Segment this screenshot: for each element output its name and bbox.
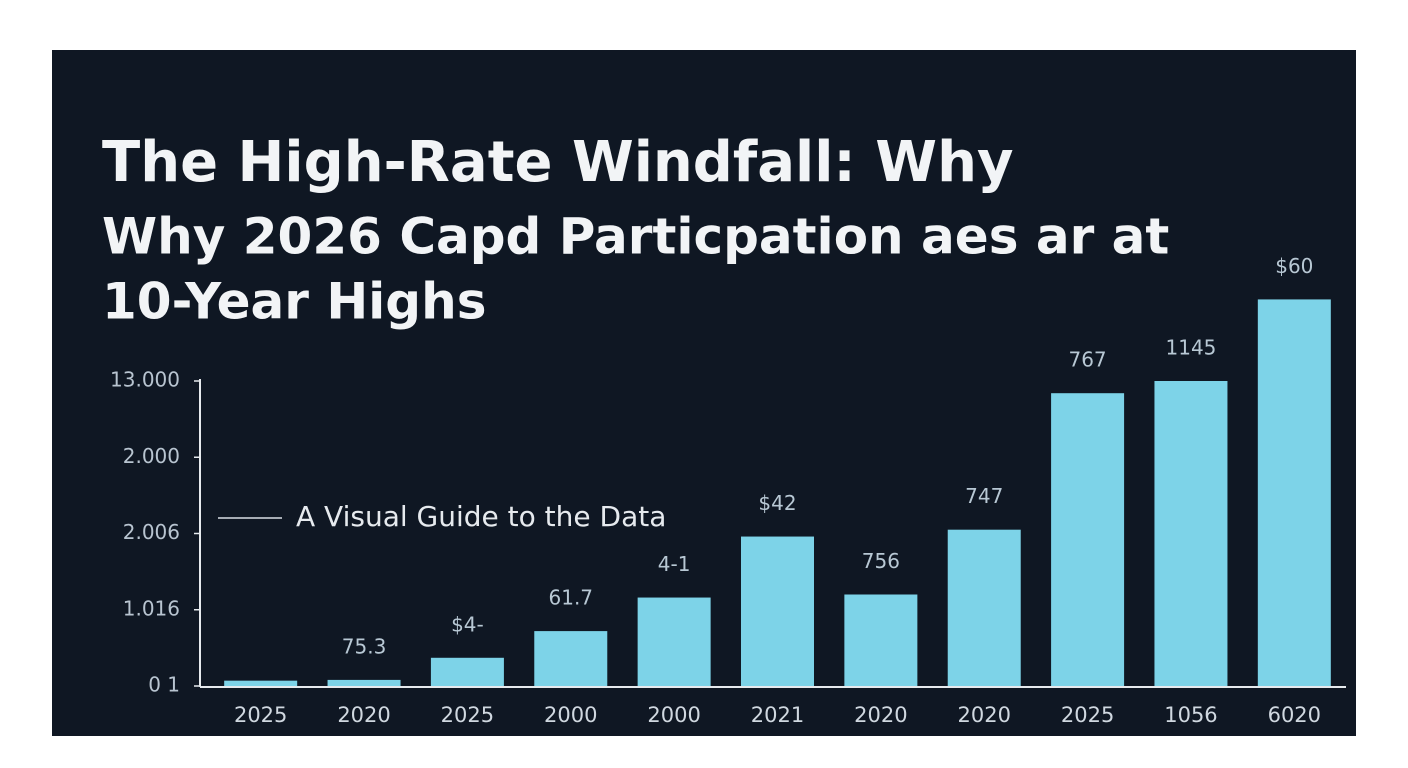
subtitle: A Visual Guide to the Data [296, 500, 666, 533]
bar-label: $4- [451, 612, 484, 636]
bar [637, 597, 711, 686]
bar-label: 1145 [1166, 336, 1217, 360]
x-tick-label: 2020 [958, 703, 1011, 727]
y-tick-label: 1.016 [123, 596, 180, 620]
x-tick-label: 2025 [234, 703, 287, 727]
x-tick-label: 2025 [1061, 703, 1114, 727]
bar [1257, 299, 1331, 686]
x-tick-label: 2000 [647, 703, 700, 727]
x-tick-label: 2020 [854, 703, 907, 727]
x-tick-label: 2000 [544, 703, 597, 727]
bar [1154, 381, 1228, 686]
bar-label: 756 [862, 549, 900, 573]
x-tick-label: 2020 [337, 703, 390, 727]
x-tick-label: 2025 [441, 703, 494, 727]
bar [224, 680, 298, 686]
bar [947, 529, 1021, 686]
y-tick-label: 13.000 [110, 368, 180, 392]
bar-label: 61.7 [549, 586, 594, 610]
y-tick-label: 2.000 [123, 444, 180, 468]
bar-label: 4-1 [658, 552, 691, 576]
y-tick-label: 0 1 [148, 673, 180, 697]
y-tick-label: 2.006 [123, 520, 180, 544]
x-tick-label: 6020 [1268, 703, 1321, 727]
bar-label: 747 [965, 484, 1003, 508]
bar-label: $60 [1275, 254, 1313, 278]
bar [534, 631, 608, 686]
chart-title: 10-Year Highs [102, 273, 486, 331]
bar [1051, 393, 1125, 686]
chart-title: The High-Rate Windfall: Why [102, 130, 1013, 195]
bar [844, 594, 918, 686]
chart-title: Why 2026 Capd Particpation aes ar at [102, 208, 1169, 266]
x-tick-label: 2021 [751, 703, 804, 727]
bar-label: $42 [758, 491, 796, 515]
bar [430, 657, 504, 686]
bar-label: 75.3 [342, 634, 387, 658]
x-tick-label: 1056 [1164, 703, 1217, 727]
bar [327, 679, 401, 686]
bar [741, 536, 814, 686]
bar-label: 767 [1068, 348, 1106, 372]
